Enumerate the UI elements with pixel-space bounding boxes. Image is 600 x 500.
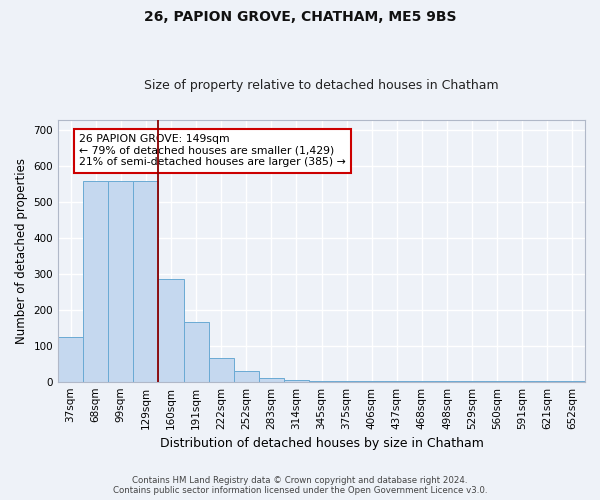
X-axis label: Distribution of detached houses by size in Chatham: Distribution of detached houses by size … xyxy=(160,437,484,450)
Bar xyxy=(184,322,209,382)
Bar xyxy=(133,180,158,382)
Bar xyxy=(334,380,359,382)
Bar xyxy=(233,371,259,382)
Bar xyxy=(209,358,233,382)
Text: Contains HM Land Registry data © Crown copyright and database right 2024.
Contai: Contains HM Land Registry data © Crown c… xyxy=(113,476,487,495)
Text: 26, PAPION GROVE, CHATHAM, ME5 9BS: 26, PAPION GROVE, CHATHAM, ME5 9BS xyxy=(144,10,456,24)
Bar xyxy=(384,380,409,382)
Text: 26 PAPION GROVE: 149sqm
← 79% of detached houses are smaller (1,429)
21% of semi: 26 PAPION GROVE: 149sqm ← 79% of detache… xyxy=(79,134,346,167)
Bar xyxy=(460,381,485,382)
Bar xyxy=(359,380,384,382)
Bar xyxy=(83,180,108,382)
Bar xyxy=(535,381,560,382)
Bar xyxy=(560,380,585,382)
Bar xyxy=(259,378,284,382)
Bar xyxy=(58,337,83,382)
Bar xyxy=(108,180,133,382)
Bar xyxy=(284,380,309,382)
Bar xyxy=(510,381,535,382)
Bar xyxy=(409,381,434,382)
Bar xyxy=(434,381,460,382)
Y-axis label: Number of detached properties: Number of detached properties xyxy=(15,158,28,344)
Title: Size of property relative to detached houses in Chatham: Size of property relative to detached ho… xyxy=(144,79,499,92)
Bar xyxy=(485,381,510,382)
Bar xyxy=(158,280,184,382)
Bar xyxy=(309,380,334,382)
